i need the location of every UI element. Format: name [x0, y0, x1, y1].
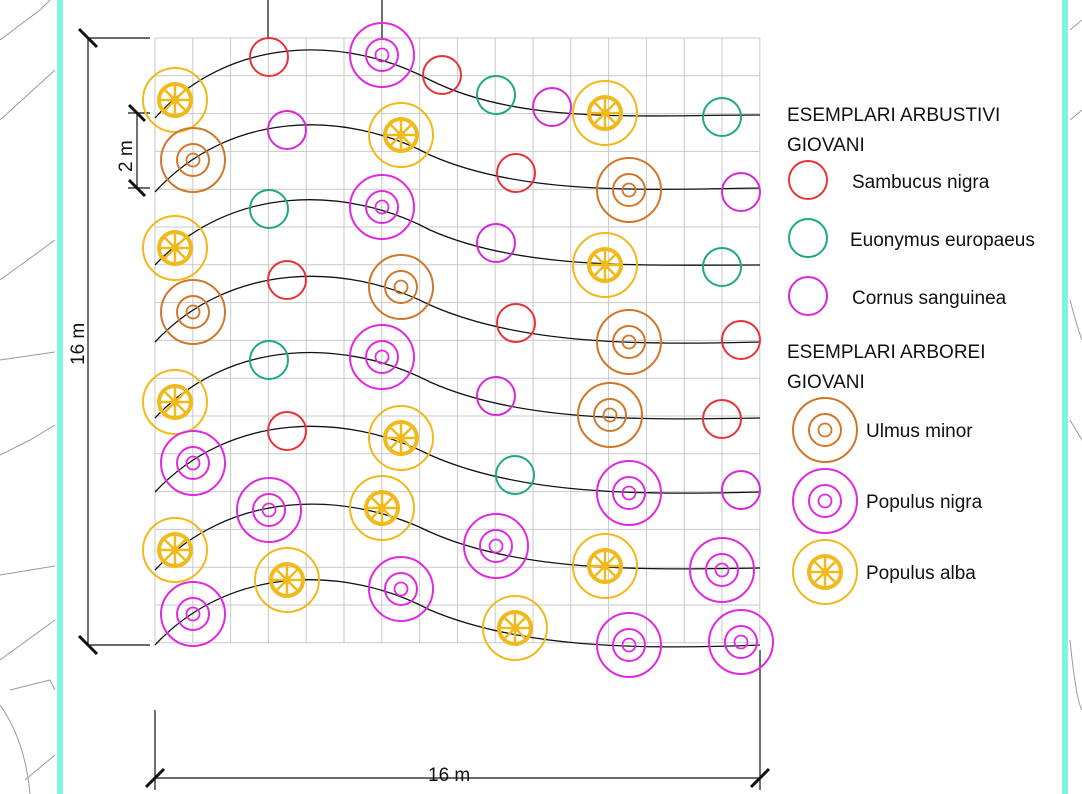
legend-shrubs-title-line2: GIOVANI	[787, 135, 865, 156]
plant-sambucus-26	[721, 320, 761, 360]
plant-sambucus-4	[422, 55, 462, 95]
legend-label-populus-nigra: Populus nigra	[866, 492, 983, 513]
plant-euonymus-36	[495, 455, 535, 495]
plant-pnigra-45	[160, 581, 226, 647]
plant-sambucus-2	[249, 37, 289, 77]
plant-cornus-6	[532, 87, 572, 127]
plant-pnigra-33	[160, 430, 226, 496]
legend-symbol-populus-alba	[792, 539, 858, 605]
dimension-lines	[77, 0, 771, 790]
plant-ulmus-31	[577, 382, 643, 448]
height-dimension-label: 16 m	[68, 323, 89, 365]
plant-palba-39	[142, 517, 208, 583]
planting-row-6	[154, 425, 761, 494]
legend-trees-title-line1: ESEMPLARI ARBOREI	[787, 342, 986, 363]
plant-palba-19	[572, 232, 638, 298]
plant-palba-41	[349, 475, 415, 541]
plant-ulmus-21	[160, 279, 226, 345]
legend-symbol-euonymus	[788, 218, 828, 258]
plant-palba-15	[142, 215, 208, 281]
plant-cornus-18	[476, 223, 516, 263]
plant-pnigra-50	[708, 609, 774, 675]
planting-rows	[154, 49, 761, 648]
plant-sambucus-22	[267, 260, 307, 300]
plant-pnigra-47	[368, 556, 434, 622]
plant-ulmus-23	[368, 254, 434, 320]
legend-symbol-cornus	[788, 276, 828, 316]
legend-label-euonymus: Euonymus europaeus	[850, 230, 1035, 251]
plant-palba-46	[254, 547, 320, 613]
plant-sambucus-34	[267, 411, 307, 451]
legend-label-ulmus: Ulmus minor	[866, 421, 973, 442]
legend-shrubs-title-line1: ESEMPLARI ARBUSTIVI	[787, 105, 1000, 126]
plant-ulmus-13	[596, 157, 662, 223]
plant-palba-11	[368, 102, 434, 168]
legend-label-populus-alba: Populus alba	[866, 563, 976, 584]
legend: ESEMPLARI ARBUSTIVI GIOVANI Sambucus nig…	[787, 105, 1035, 605]
plant-ulmus-25	[596, 309, 662, 375]
frame-right	[1062, 0, 1068, 794]
plant-palba-48	[482, 595, 548, 661]
plant-pnigra-29	[349, 324, 415, 390]
planting-grid	[154, 37, 761, 644]
planting-row-5	[154, 351, 761, 420]
planting-row-4	[154, 275, 761, 344]
legend-label-sambucus: Sambucus nigra	[852, 172, 990, 193]
plant-sambucus-12	[496, 153, 536, 193]
width-dimension-label: 16 m	[428, 765, 470, 786]
legend-label-cornus: Cornus sanguinea	[852, 288, 1007, 309]
plant-euonymus-8	[702, 97, 742, 137]
planting-row-3	[154, 199, 761, 266]
plant-pnigra-49	[596, 612, 662, 678]
spacing-dimension-label: 2 m	[116, 140, 137, 172]
plant-pnigra-44	[689, 537, 755, 603]
plant-sambucus-32	[702, 399, 742, 439]
plant-pnigra-42	[463, 513, 529, 579]
planting-row-8	[154, 579, 761, 648]
plant-pnigra-3	[349, 22, 415, 88]
plant-euonymus-5	[476, 75, 516, 115]
plant-sambucus-24	[496, 303, 536, 343]
plant-palba-7	[572, 80, 638, 146]
legend-symbol-populus-nigra	[792, 468, 858, 534]
plant-cornus-10	[267, 110, 307, 150]
plant-palba-1	[142, 67, 208, 133]
plant-symbols	[142, 22, 774, 678]
plant-euonymus-20	[702, 247, 742, 287]
plant-euonymus-16	[249, 189, 289, 229]
plant-cornus-38	[721, 470, 761, 510]
plant-pnigra-17	[349, 174, 415, 240]
planting-row-1	[154, 49, 761, 119]
legend-trees-title-line2: GIOVANI	[787, 372, 865, 393]
planting-row-2	[154, 124, 761, 193]
plant-ulmus-9	[160, 127, 226, 193]
plant-euonymus-28	[249, 340, 289, 380]
plant-cornus-14	[721, 172, 761, 212]
plant-pnigra-37	[596, 460, 662, 526]
plant-palba-43	[572, 533, 638, 599]
legend-symbol-ulmus	[792, 397, 858, 463]
legend-symbol-sambucus	[788, 160, 828, 200]
plant-palba-27	[142, 369, 208, 435]
plant-pnigra-40	[236, 477, 302, 543]
plant-palba-35	[368, 405, 434, 471]
frame-left	[57, 0, 63, 794]
plant-cornus-30	[476, 376, 516, 416]
